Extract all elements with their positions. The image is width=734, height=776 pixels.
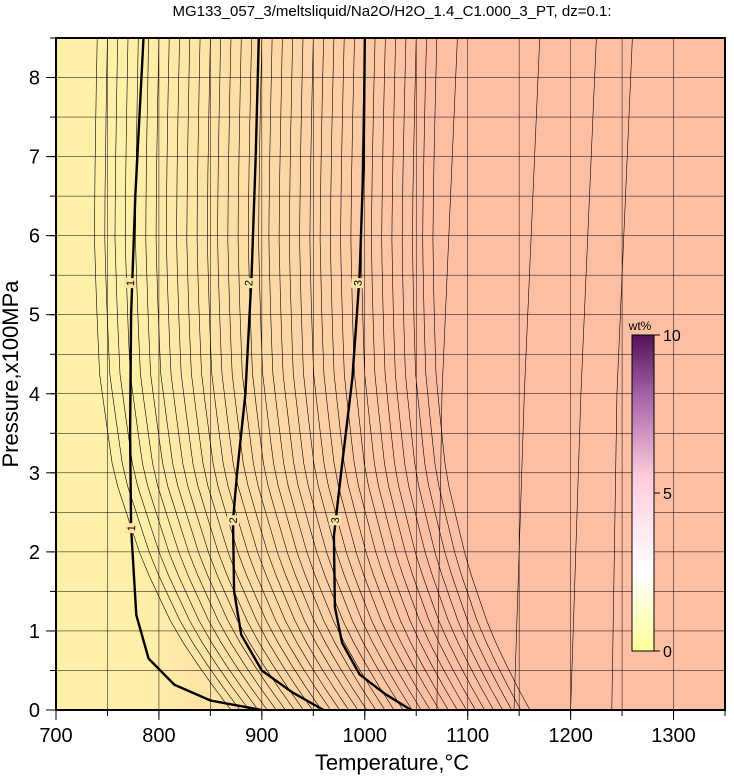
thin-contour-line: [186, 38, 313, 710]
thin-contour-line: [289, 38, 404, 710]
contour-label-text: 2: [243, 280, 255, 287]
thin-contour-line: [513, 38, 541, 710]
colorbar-gradient: [631, 334, 655, 652]
colorbar-ticks: 0 5 10: [654, 328, 681, 661]
thin-contour-line: [248, 38, 368, 710]
contour-label-text: 1: [126, 525, 138, 532]
y-tick-label: 0: [29, 700, 40, 722]
thin-contour-line: [371, 38, 476, 710]
thin-contour-line: [196, 38, 322, 710]
colorbar-tick-label: 5: [663, 486, 672, 503]
contour-labels: 1 2 3 1 2 3: [123, 277, 365, 534]
thin-contour-line: [309, 38, 422, 710]
colorbar-title: wt%: [628, 319, 652, 333]
thin-contour-line: [319, 38, 431, 710]
x-tick-label: 800: [142, 725, 175, 747]
thin-contour-line: [165, 38, 295, 710]
thin-contour-line: [330, 38, 440, 710]
thin-contour-line: [350, 38, 458, 710]
y-tick-label: 1: [29, 621, 40, 643]
x-tick-label: 1300: [651, 725, 696, 747]
thin-contour-line: [360, 38, 467, 710]
thin-contour-line: [135, 38, 268, 710]
y-tick-label: 5: [29, 305, 40, 327]
y-axis: 0 1 2 3 4 5 6 7 8: [29, 37, 56, 722]
y-tick-label: 2: [29, 542, 40, 564]
x-tick-label: 1100: [446, 725, 489, 747]
thin-contour-line: [391, 38, 494, 710]
thin-contour-line: [268, 38, 386, 710]
colorbar: wt% 0 5 10: [628, 319, 681, 661]
y-tick-label: 3: [29, 463, 40, 485]
thin-contour-line: [611, 38, 633, 710]
plot-background: [56, 38, 725, 710]
contour-label-text: 2: [228, 517, 240, 524]
y-tick-label: 6: [29, 226, 40, 248]
contour-label-text: 3: [352, 280, 364, 287]
x-axis-label: Temperature,°C: [315, 750, 469, 775]
thin-contour-line: [299, 38, 413, 710]
colorbar-tick-label: 10: [663, 328, 681, 345]
contour-line-1: [128, 38, 263, 710]
thin-contour-line: [422, 38, 522, 710]
contour-label-text: 1: [125, 280, 137, 287]
chart-title: MG133_057_3/meltsliquid/Na2O/H2O_1.4_C1.…: [172, 3, 611, 20]
plot-frame: [55, 37, 726, 711]
thin-contour-line: [237, 38, 359, 710]
thin-contour-line: [227, 38, 349, 710]
contour-label-text: 3: [330, 517, 342, 524]
thin-contour-line: [206, 38, 331, 710]
thin-contour-line: [104, 38, 241, 710]
contour-label: 3: [328, 515, 342, 526]
y-tick-label: 7: [29, 147, 40, 169]
y-tick-label: 4: [29, 384, 40, 406]
x-tick-label: 700: [39, 725, 72, 747]
thin-contours: [94, 38, 633, 710]
y-axis-label: Pressure,x100MPa: [0, 280, 23, 468]
thin-contour-line: [401, 38, 503, 710]
thin-contour-line: [217, 38, 340, 710]
x-axis: 700 800 900 1000 1100 1200 1300: [39, 710, 726, 747]
x-tick-label: 900: [245, 725, 278, 747]
thin-contour-line: [145, 38, 277, 710]
contour-label: 2: [226, 515, 240, 526]
y-tick-label: 8: [29, 68, 40, 90]
contour-line-3: [332, 38, 412, 710]
thin-contour-line: [258, 38, 377, 710]
thin-contour-line: [570, 38, 597, 710]
x-tick-label: 1200: [548, 725, 593, 747]
thin-contour-line: [114, 38, 250, 710]
thin-contour-line: [155, 38, 286, 710]
contour-label: 2: [242, 277, 256, 289]
thin-contour-line: [436, 38, 458, 710]
thin-contour-line: [340, 38, 449, 710]
thin-contour-line: [176, 38, 304, 710]
contour-label: 3: [351, 277, 365, 289]
thin-contour-line: [412, 38, 512, 710]
thin-contour-line: [94, 38, 232, 710]
contour-label: 1: [123, 277, 137, 289]
contour-label: 1: [124, 522, 138, 534]
colorbar-tick-label: 0: [663, 644, 672, 661]
thin-contour-line: [381, 38, 485, 710]
x-tick-label: 1000: [343, 725, 388, 747]
thin-contour-line: [432, 38, 531, 710]
